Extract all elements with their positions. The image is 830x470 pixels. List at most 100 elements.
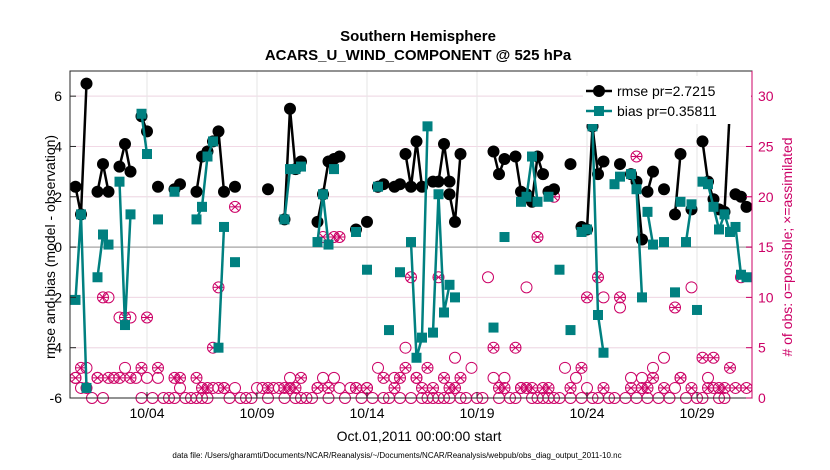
legend-rmse-marker [593, 85, 605, 97]
obs-possible-marker [284, 371, 296, 384]
obs-assimilated-marker [685, 381, 698, 394]
rmse-point [614, 158, 626, 171]
bias-point [626, 169, 636, 180]
obs-possible-marker [449, 351, 461, 364]
bias-point [351, 226, 361, 237]
bias-point [197, 201, 207, 212]
bias-point [565, 325, 576, 336]
bias-point [103, 239, 114, 250]
obs-possible-marker [333, 381, 346, 394]
obs-assimilated-marker [405, 271, 417, 284]
bias-point [395, 267, 405, 278]
rmse-point [229, 180, 241, 193]
bias-point [675, 196, 686, 207]
obs-possible-marker [647, 361, 659, 374]
bias-point [714, 224, 724, 235]
obs-possible-marker [399, 341, 412, 354]
bias-point [411, 352, 422, 363]
legend: rmse pr=2.7215 bias pr=0.35811 [583, 76, 751, 124]
bias-point [70, 294, 81, 305]
y-tick-label-5: 4 [54, 138, 62, 154]
bias-point [615, 171, 625, 182]
y-tick-label-6: 6 [54, 88, 62, 104]
rmse-point [647, 165, 659, 178]
rmse-point [218, 185, 230, 198]
obs-assimilated-marker [641, 381, 654, 394]
bias-point [609, 179, 620, 190]
bias-point [543, 191, 554, 202]
obs-assimilated-marker [581, 291, 593, 304]
rmse-point [399, 148, 412, 161]
rmse-point [449, 215, 461, 228]
rmse-line-segment-18 [404, 140, 424, 188]
bias-point [532, 196, 543, 207]
obs-assimilated-marker [322, 381, 335, 394]
rmse-point [262, 183, 274, 196]
bias-point [318, 189, 328, 200]
bias-point [290, 164, 301, 175]
bias-point [648, 239, 658, 250]
bias-line-segment-2 [118, 181, 132, 327]
bias-point [631, 184, 642, 195]
obs-assimilated-marker [91, 371, 104, 384]
rmse-line-segment-19 [433, 142, 451, 183]
obs-assimilated-marker [696, 351, 709, 364]
bias-line-segment-36 [684, 204, 693, 243]
rmse-line-segment-20 [448, 153, 462, 224]
obs-possible-marker [152, 371, 164, 384]
obs-assimilated-marker [526, 381, 538, 394]
x-tick-label-3: 10/19 [459, 405, 494, 421]
bias-point [125, 209, 136, 220]
obs-possible-marker [625, 371, 637, 384]
axes-layer: -6 -4 -2 0 2 4 6 0 5 10 15 20 25 30 10/04 10/09 10/14 10/… [50, 71, 774, 421]
obs-assimilated-marker [658, 381, 670, 394]
rmse-point [454, 148, 467, 161]
y2-tick-label-0: 0 [758, 390, 766, 406]
bias-point [428, 327, 438, 338]
obs-assimilated-marker [135, 361, 148, 374]
obs-possible-marker [636, 371, 648, 384]
bias-point [98, 229, 108, 240]
bias-point [730, 221, 741, 232]
rmse-point [537, 168, 549, 181]
obs-assimilated-marker [295, 371, 307, 384]
y2-axis-label: # of obs: o=possible; ×=assimilated [779, 137, 795, 356]
obs-assimilated-marker [262, 381, 274, 394]
obs-assimilated-marker [201, 381, 214, 394]
obs-assimilated-marker [289, 381, 302, 394]
bias-point [444, 279, 455, 290]
obs-assimilated-marker [394, 371, 406, 384]
rmse-point [597, 155, 610, 168]
obs-assimilated-marker [124, 371, 137, 384]
rmse-point [80, 77, 93, 90]
legend-bias-marker [594, 106, 604, 116]
obs-assimilated-marker [102, 371, 115, 384]
obs-possible-marker [520, 281, 533, 294]
rmse-point [641, 185, 654, 198]
obs-assimilated-marker [454, 371, 467, 384]
bias-point [76, 209, 86, 220]
obs-assimilated-marker [174, 371, 186, 384]
obs-assimilated-marker [575, 361, 588, 374]
bias-point [114, 176, 125, 187]
obs-assimilated-marker [416, 381, 428, 394]
obs-possible-marker [317, 371, 329, 384]
obs-assimilated-marker [152, 361, 164, 374]
rmse-point [696, 135, 709, 148]
bias-point [659, 237, 669, 248]
obs-assimilated-marker [625, 381, 637, 394]
obs-assimilated-marker [218, 381, 230, 394]
chart-subtitle: ACARS_U_WIND_COMPONENT @ 525 hPa [265, 47, 572, 64]
obs-possible-marker [614, 301, 626, 314]
bias-point [279, 214, 290, 225]
obs-assimilated-marker [509, 341, 522, 354]
obs-assimilated-marker [410, 371, 423, 384]
bias-point [681, 237, 691, 248]
bias-point [312, 237, 323, 248]
bias-point [686, 199, 697, 210]
rmse-point [740, 200, 753, 213]
bias-point [516, 196, 526, 207]
obs-assimilated-marker [141, 311, 153, 324]
rmse-point [69, 180, 82, 193]
y2-tick-label-3: 15 [758, 239, 774, 255]
